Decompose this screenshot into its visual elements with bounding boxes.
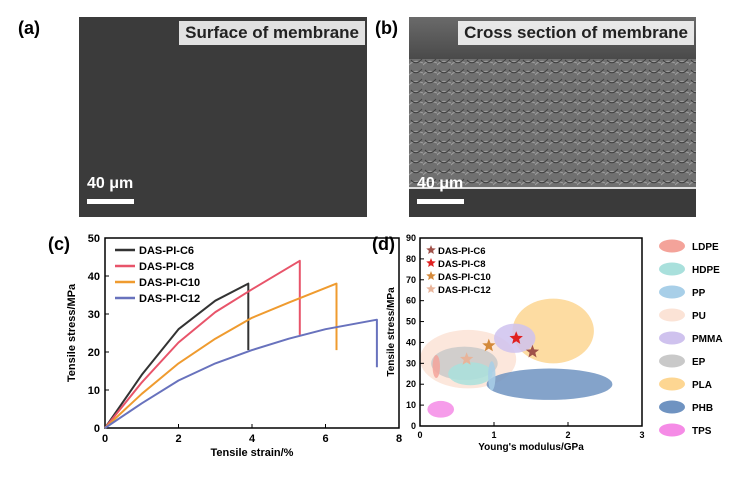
surface-title: Surface of membrane	[179, 21, 365, 45]
y-tick-label: 80	[406, 254, 416, 264]
legend-star	[426, 284, 436, 293]
panel-a-label: (a)	[18, 18, 40, 38]
material-legend-label: TPS	[692, 426, 712, 437]
cross-section-title: Cross section of membrane	[458, 21, 694, 45]
series-line-das-pi-c6	[104, 282, 250, 429]
y-tick-label: 60	[406, 296, 416, 306]
material-legend-swatch	[659, 400, 685, 414]
panel-d-label: (d)	[372, 234, 395, 254]
x-axis-label: Young's modulus/GPa	[478, 442, 584, 453]
legend-label: DAS-PI-C8	[139, 261, 194, 273]
x-tick-label: 2	[175, 433, 181, 445]
x-tick-label: 6	[322, 433, 328, 445]
surface-sem-image: Surface of membrane 40 μm	[79, 17, 367, 217]
y-tick-label: 90	[406, 233, 416, 243]
y-axis-label: Tensile stress/MPa	[386, 287, 397, 377]
y-tick-label: 50	[88, 233, 100, 245]
plot-frame	[419, 237, 643, 427]
series-line-das-pi-c12	[104, 318, 378, 429]
y-tick-label: 30	[88, 309, 100, 321]
panel-c-label: (c)	[48, 234, 70, 254]
x-tick-label: 4	[249, 433, 256, 445]
y-tick-label: 50	[406, 317, 416, 327]
material-legend-swatch	[659, 262, 685, 276]
x-tick-label: 1	[491, 430, 496, 440]
material-legend-label: LDPE	[692, 242, 719, 253]
region-hdpe	[448, 362, 493, 386]
y-tick-label: 70	[406, 275, 416, 285]
star-marker-das-pi-c10	[482, 338, 496, 352]
legend-star	[426, 271, 436, 280]
surface-scale-label: 40 μm	[87, 175, 134, 192]
series-line-das-pi-c8	[104, 259, 301, 429]
material-legend-label: PHB	[692, 403, 713, 414]
region-tps	[427, 400, 455, 418]
cross-section-scale-bar	[417, 199, 464, 204]
cross-section-scale-label: 40 μm	[417, 175, 464, 192]
x-tick-label: 8	[396, 433, 402, 445]
y-tick-label: 10	[88, 385, 100, 397]
y-tick-label: 30	[406, 358, 416, 368]
material-legend-swatch	[659, 377, 685, 391]
cross-section-sem-image: Cross section of membrane 40 μm	[409, 17, 696, 217]
material-legend-swatch	[659, 239, 685, 253]
legend-label: DAS-PI-C8	[438, 259, 486, 270]
material-legend-label: PP	[692, 288, 706, 299]
star-marker-das-pi-c12	[460, 352, 474, 365]
star-marker-das-pi-c8	[509, 331, 523, 344]
y-tick-label: 0	[94, 423, 100, 435]
legend-label: DAS-PI-C12	[139, 293, 200, 305]
material-legend-swatch	[659, 285, 685, 299]
material-legend-swatch	[659, 423, 685, 437]
legend-label: DAS-PI-C6	[438, 246, 486, 257]
region-pp	[488, 361, 496, 391]
series-line-das-pi-c10	[104, 282, 338, 429]
material-legend-label: PMMA	[692, 334, 723, 345]
y-tick-label: 40	[406, 337, 416, 347]
legend-label: DAS-PI-C12	[438, 285, 491, 296]
x-axis-label: Tensile strain/%	[211, 447, 294, 459]
material-legend-swatch	[659, 331, 685, 345]
star-marker-das-pi-c6	[525, 344, 540, 358]
panel-b-label: (b)	[375, 18, 398, 38]
y-tick-label: 20	[406, 379, 416, 389]
x-tick-label: 2	[565, 430, 570, 440]
y-axis-label: Tensile stress/MPa	[66, 283, 78, 382]
x-tick-label: 0	[102, 433, 108, 445]
y-tick-label: 0	[411, 421, 416, 431]
region-ldpe	[432, 354, 440, 378]
legend-label: DAS-PI-C6	[139, 245, 194, 257]
legend-star	[426, 258, 436, 267]
x-tick-label: 3	[639, 430, 644, 440]
tensile-curve-chart: 0 2 4 6 8 0 10 20 30 40 50 Tensile strain/% Tensile …	[66, 233, 402, 459]
material-legend-label: HDPE	[692, 265, 720, 276]
material-legend-label: PU	[692, 311, 706, 322]
material-legend-swatch	[659, 308, 685, 322]
material-legend-label: EP	[692, 357, 706, 368]
x-tick-label: 0	[417, 430, 422, 440]
legend-label: DAS-PI-C10	[139, 277, 200, 289]
y-tick-label: 20	[88, 347, 100, 359]
region-phb	[486, 368, 613, 400]
legend-star	[426, 245, 436, 254]
surface-scale-bar	[87, 199, 134, 204]
material-legend-swatch	[659, 354, 685, 368]
y-tick-label: 40	[88, 271, 100, 283]
y-tick-label: 10	[406, 400, 416, 410]
material-legend-label: PLA	[692, 380, 712, 391]
legend-label: DAS-PI-C10	[438, 272, 491, 283]
